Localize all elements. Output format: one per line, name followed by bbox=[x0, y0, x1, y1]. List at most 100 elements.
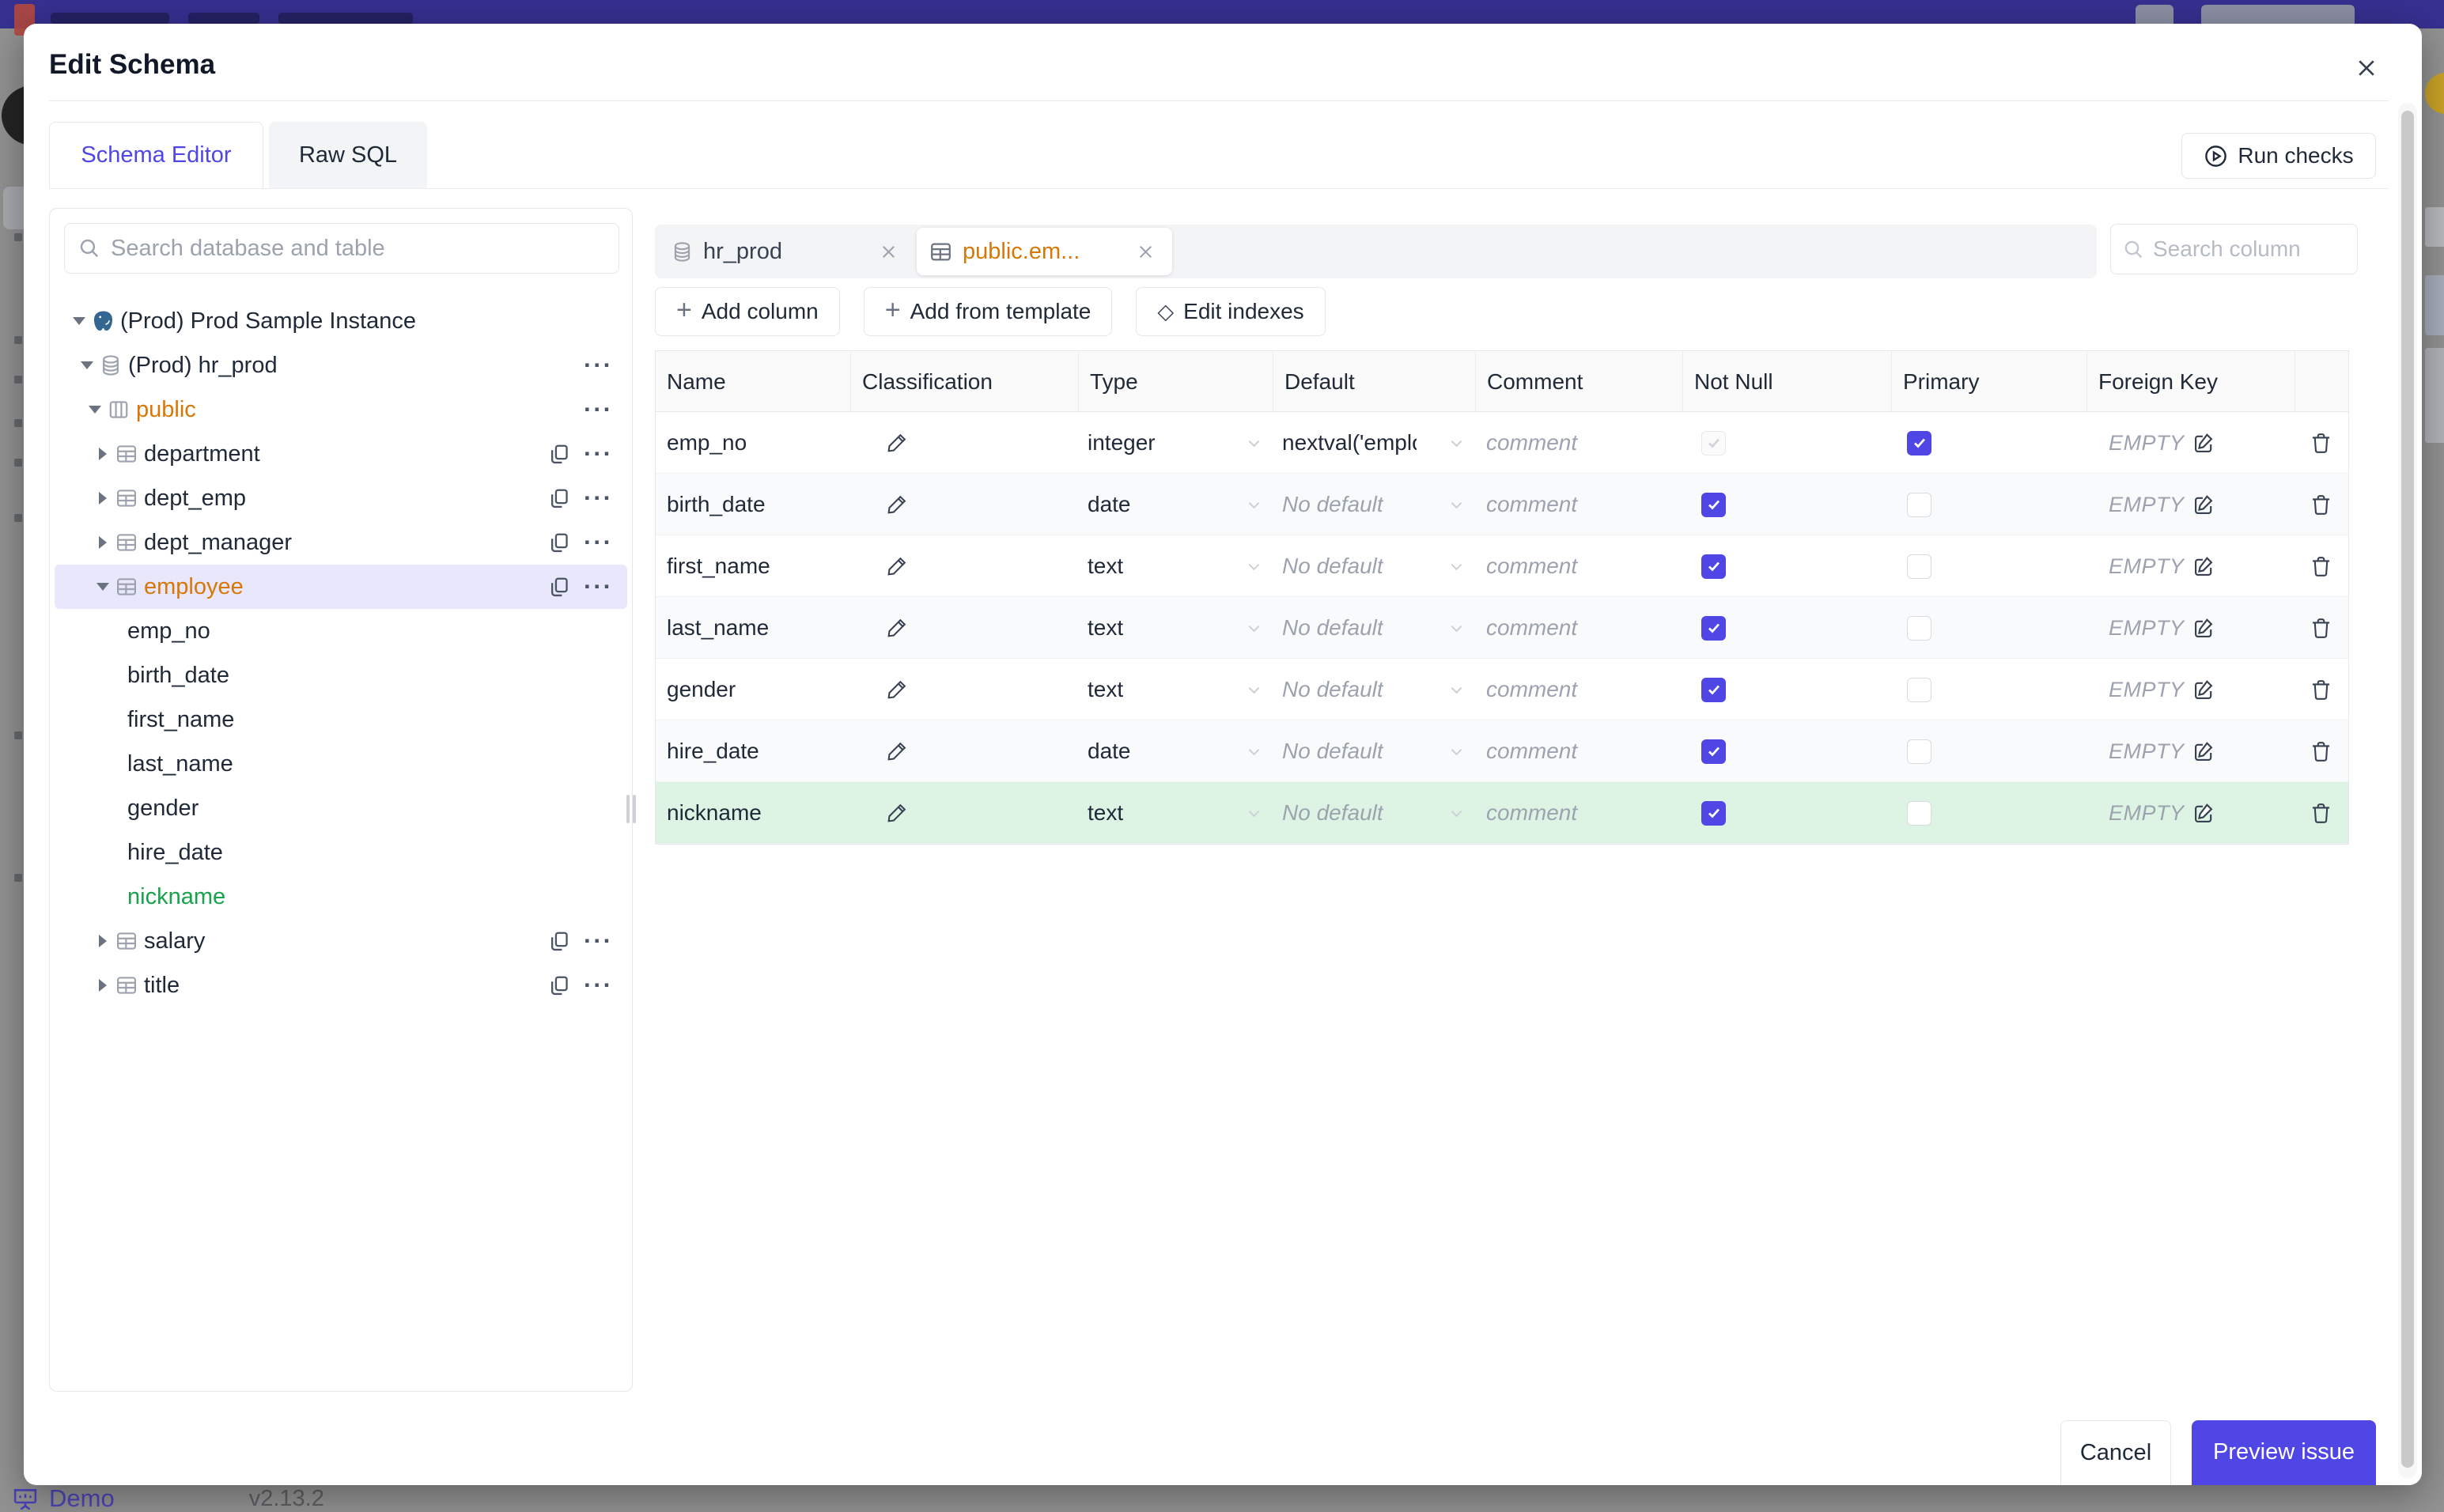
column-name-field[interactable]: hire_date bbox=[667, 739, 759, 763]
pencil-icon[interactable] bbox=[885, 554, 909, 578]
delete-column-icon[interactable] bbox=[2309, 431, 2333, 455]
not-null-checkbox[interactable] bbox=[1701, 739, 1726, 764]
copy-icon[interactable] bbox=[547, 575, 571, 599]
caret-icon[interactable] bbox=[91, 536, 115, 549]
caret-icon[interactable] bbox=[83, 406, 107, 414]
edit-foreign-key-icon[interactable] bbox=[2192, 678, 2216, 701]
default-select[interactable]: No default bbox=[1273, 782, 1475, 844]
pencil-icon[interactable] bbox=[885, 801, 909, 825]
comment-field[interactable]: comment bbox=[1486, 430, 1578, 455]
tree-item-dept-manager[interactable]: dept_manager ··· bbox=[55, 520, 627, 565]
type-select[interactable]: integer bbox=[1078, 412, 1273, 474]
caret-icon[interactable] bbox=[67, 317, 91, 325]
not-null-checkbox[interactable] bbox=[1701, 554, 1726, 579]
default-select[interactable]: No default bbox=[1273, 597, 1475, 659]
close-icon[interactable] bbox=[1135, 241, 1156, 263]
not-null-checkbox[interactable] bbox=[1701, 492, 1726, 517]
column-name-field[interactable]: nickname bbox=[667, 800, 762, 825]
search-column-input[interactable] bbox=[2153, 236, 2327, 262]
comment-field[interactable]: comment bbox=[1486, 677, 1578, 701]
primary-checkbox[interactable] bbox=[1907, 677, 1931, 702]
type-select[interactable]: text bbox=[1078, 782, 1273, 844]
type-select[interactable]: date bbox=[1078, 720, 1273, 782]
edit-foreign-key-icon[interactable] bbox=[2192, 801, 2216, 825]
run-checks-button[interactable]: Run checks bbox=[2181, 133, 2376, 179]
demo-label[interactable]: Demo bbox=[49, 1484, 115, 1512]
type-select[interactable]: date bbox=[1078, 474, 1273, 535]
type-select[interactable]: text bbox=[1078, 597, 1273, 659]
cancel-button[interactable]: Cancel bbox=[2060, 1420, 2171, 1485]
pencil-icon[interactable] bbox=[885, 678, 909, 701]
type-select[interactable]: text bbox=[1078, 535, 1273, 597]
edit-indexes-button[interactable]: ◇ Edit indexes bbox=[1136, 287, 1326, 336]
default-select[interactable]: No default bbox=[1273, 474, 1475, 535]
delete-column-icon[interactable] bbox=[2309, 678, 2333, 702]
editor-tab-public-employee[interactable]: public.em... bbox=[917, 228, 1172, 275]
comment-field[interactable]: comment bbox=[1486, 492, 1578, 516]
edit-foreign-key-icon[interactable] bbox=[2192, 739, 2216, 763]
caret-icon[interactable] bbox=[91, 935, 115, 947]
more-icon[interactable]: ··· bbox=[584, 351, 613, 379]
more-icon[interactable]: ··· bbox=[584, 395, 613, 423]
copy-icon[interactable] bbox=[547, 531, 571, 554]
edit-foreign-key-icon[interactable] bbox=[2192, 493, 2216, 516]
type-select[interactable]: text bbox=[1078, 659, 1273, 720]
column-name-field[interactable]: emp_no bbox=[667, 430, 747, 455]
delete-column-icon[interactable] bbox=[2309, 554, 2333, 579]
panel-resize-handle[interactable] bbox=[626, 795, 641, 823]
comment-field[interactable]: comment bbox=[1486, 554, 1578, 578]
tree-item-birth-date[interactable]: birth_date bbox=[55, 653, 627, 697]
column-name-field[interactable]: gender bbox=[667, 677, 736, 701]
comment-field[interactable]: comment bbox=[1486, 615, 1578, 640]
primary-checkbox[interactable] bbox=[1907, 800, 1931, 826]
primary-checkbox[interactable] bbox=[1907, 615, 1931, 641]
default-select[interactable]: No default bbox=[1273, 659, 1475, 720]
delete-column-icon[interactable] bbox=[2309, 493, 2333, 517]
not-null-checkbox[interactable] bbox=[1701, 677, 1726, 702]
pencil-icon[interactable] bbox=[885, 431, 909, 455]
more-icon[interactable]: ··· bbox=[584, 528, 613, 556]
tree-item--prod-hr-prod[interactable]: (Prod) hr_prod ··· bbox=[55, 343, 627, 387]
caret-icon[interactable] bbox=[91, 979, 115, 992]
tab-raw-sql[interactable]: Raw SQL bbox=[269, 122, 427, 188]
primary-checkbox[interactable] bbox=[1907, 739, 1931, 764]
default-select[interactable]: No default bbox=[1273, 535, 1475, 597]
edit-foreign-key-icon[interactable] bbox=[2192, 431, 2216, 455]
copy-icon[interactable] bbox=[547, 442, 571, 466]
more-icon[interactable]: ··· bbox=[584, 971, 613, 999]
delete-column-icon[interactable] bbox=[2309, 801, 2333, 826]
add-column-button[interactable]: + Add column bbox=[655, 287, 840, 336]
tab-schema-editor[interactable]: Schema Editor bbox=[49, 122, 263, 188]
tree-item--prod-prod-sample-instance[interactable]: (Prod) Prod Sample Instance bbox=[55, 299, 627, 343]
column-name-field[interactable]: last_name bbox=[667, 615, 770, 640]
tree-item-dept-emp[interactable]: dept_emp ··· bbox=[55, 476, 627, 520]
tree-item-salary[interactable]: salary ··· bbox=[55, 919, 627, 963]
pencil-icon[interactable] bbox=[885, 616, 909, 640]
caret-icon[interactable] bbox=[91, 583, 115, 591]
comment-field[interactable]: comment bbox=[1486, 800, 1578, 825]
tree-item-first-name[interactable]: first_name bbox=[55, 697, 627, 742]
tree-item-gender[interactable]: gender bbox=[55, 786, 627, 830]
search-database-box[interactable] bbox=[64, 223, 619, 274]
pencil-icon[interactable] bbox=[885, 493, 909, 516]
not-null-checkbox[interactable] bbox=[1701, 800, 1726, 826]
default-select[interactable]: nextval('employ bbox=[1273, 412, 1475, 474]
pencil-icon[interactable] bbox=[885, 739, 909, 763]
more-icon[interactable]: ··· bbox=[584, 573, 613, 600]
tree-item-hire-date[interactable]: hire_date bbox=[55, 830, 627, 875]
close-icon[interactable] bbox=[2351, 52, 2382, 84]
search-column-box[interactable] bbox=[2110, 224, 2358, 274]
caret-icon[interactable] bbox=[91, 448, 115, 460]
caret-icon[interactable] bbox=[75, 361, 99, 369]
not-null-checkbox[interactable] bbox=[1701, 615, 1726, 641]
more-icon[interactable]: ··· bbox=[584, 440, 613, 467]
column-name-field[interactable]: birth_date bbox=[667, 492, 766, 516]
more-icon[interactable]: ··· bbox=[584, 927, 613, 954]
edit-foreign-key-icon[interactable] bbox=[2192, 554, 2216, 578]
preview-issue-button[interactable]: Preview issue bbox=[2192, 1420, 2376, 1485]
primary-checkbox[interactable] bbox=[1907, 554, 1931, 579]
close-icon[interactable] bbox=[878, 241, 899, 263]
column-name-field[interactable]: first_name bbox=[667, 554, 770, 578]
tree-item-employee[interactable]: employee ··· bbox=[55, 565, 627, 609]
delete-column-icon[interactable] bbox=[2309, 616, 2333, 641]
